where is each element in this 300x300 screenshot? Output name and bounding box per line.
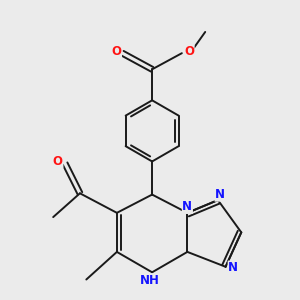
Text: O: O [53,155,63,168]
Text: NH: NH [140,274,160,287]
Text: N: N [182,200,192,213]
Text: O: O [184,45,194,58]
Text: N: N [228,261,238,274]
Text: N: N [215,188,225,201]
Text: O: O [112,45,122,58]
